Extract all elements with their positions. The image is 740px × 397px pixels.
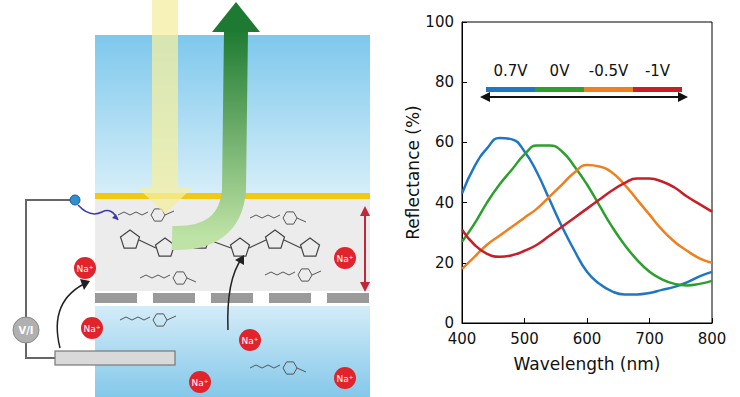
svg-text:-1V: -1V [645, 62, 671, 80]
svg-text:Na⁺: Na⁺ [77, 264, 94, 274]
svg-text:Na⁺: Na⁺ [84, 324, 101, 334]
svg-text:800: 800 [698, 330, 727, 348]
svg-text:-0.5V: -0.5V [589, 62, 629, 80]
svg-text:Na⁺: Na⁺ [337, 254, 354, 264]
svg-text:60: 60 [435, 133, 454, 151]
svg-text:Wavelength (nm): Wavelength (nm) [514, 354, 661, 374]
svg-text:Na⁺: Na⁺ [192, 378, 209, 388]
svg-text:20: 20 [435, 254, 454, 272]
svg-text:400: 400 [448, 330, 477, 348]
svg-text:V/I: V/I [18, 325, 33, 336]
svg-text:700: 700 [635, 330, 664, 348]
svg-text:0: 0 [444, 314, 454, 332]
svg-text:0.7V: 0.7V [493, 62, 528, 80]
svg-text:500: 500 [510, 330, 539, 348]
svg-text:Na⁺: Na⁺ [242, 336, 259, 346]
svg-text:40: 40 [435, 194, 454, 212]
svg-text:600: 600 [573, 330, 602, 348]
svg-text:100: 100 [425, 13, 454, 31]
svg-text:0V: 0V [550, 62, 571, 80]
svg-text:Na⁺: Na⁺ [337, 374, 354, 384]
svg-text:80: 80 [435, 73, 454, 91]
svg-text:Reflectance (%): Reflectance (%) [403, 105, 423, 240]
